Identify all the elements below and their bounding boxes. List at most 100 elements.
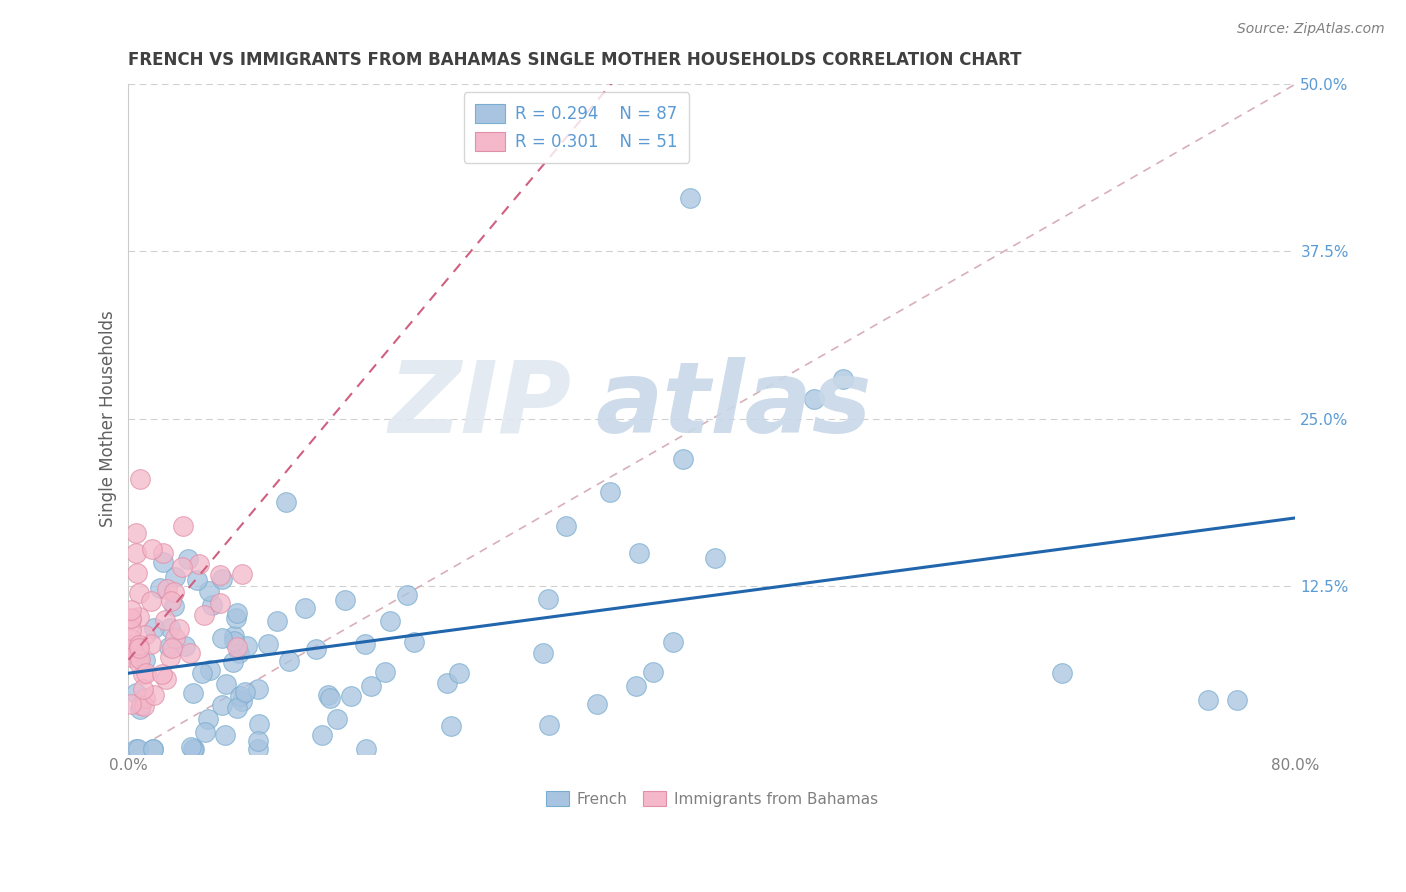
Point [141,541,163,556]
Point [181,742,204,756]
Point [155,673,177,687]
Point [152,545,174,559]
Point [159,594,181,608]
Point [139,637,162,651]
Point [143,688,166,702]
Point [326,712,349,726]
Point [402,634,425,648]
Point [152,555,174,569]
Point [225,606,247,620]
Point [316,688,339,702]
Point [165,632,187,646]
Point [129,472,152,486]
Point [247,742,270,756]
Point [127,742,149,756]
Point [191,665,214,680]
Point [1197,693,1219,707]
Point [256,637,278,651]
Point [129,652,152,666]
Point [153,613,176,627]
Point [354,637,377,651]
Point [127,566,149,580]
Point [1226,693,1249,707]
Point [235,639,257,653]
Text: Source: ZipAtlas.com: Source: ZipAtlas.com [1237,22,1385,37]
Point [131,667,153,681]
Point [599,485,621,500]
Point [128,586,150,600]
Point [157,640,180,655]
Point [120,612,142,626]
Point [120,649,142,664]
Point [128,656,150,670]
Point [266,614,288,628]
Point [120,603,142,617]
Point [181,686,204,700]
Point [311,728,333,742]
Point [194,725,217,739]
Point [131,698,153,713]
Point [208,596,231,610]
Point [134,690,156,705]
Point [229,689,252,703]
Point [149,582,172,596]
Point [211,572,233,586]
Point [531,646,554,660]
Point [172,560,194,574]
Point [159,649,181,664]
Point [177,552,200,566]
Point [436,675,458,690]
Point [247,681,270,696]
Point [378,614,401,628]
Point [150,667,173,681]
Point [179,646,201,660]
Point [360,679,382,693]
Point [555,519,578,533]
Point [662,635,685,649]
Point [165,570,187,584]
Point [340,690,363,704]
Point [193,608,215,623]
Point [246,733,269,747]
Text: ZIP: ZIP [389,357,572,454]
Point [156,582,179,596]
Point [198,583,221,598]
Point [201,598,224,612]
Point [172,519,194,533]
Point [628,546,651,560]
Point [120,632,142,647]
Point [440,719,463,733]
Point [188,557,211,571]
Point [222,633,245,648]
Point [333,593,356,607]
Point [228,646,250,660]
Y-axis label: Single Mother Households: Single Mother Households [100,310,117,527]
Point [318,691,340,706]
Point [447,666,470,681]
Point [163,599,186,614]
Legend: French, Immigrants from Bahamas: French, Immigrants from Bahamas [540,785,884,813]
Point [231,566,253,581]
Point [120,623,142,637]
Point [125,546,148,560]
Point [198,663,221,677]
Text: FRENCH VS IMMIGRANTS FROM BAHAMAS SINGLE MOTHER HOUSEHOLDS CORRELATION CHART: FRENCH VS IMMIGRANTS FROM BAHAMAS SINGLE… [128,51,1022,69]
Point [186,574,208,588]
Point [142,742,165,756]
Point [128,610,150,624]
Point [211,631,233,645]
Point [160,641,183,656]
Point [132,681,155,696]
Point [226,640,249,654]
Point [142,741,165,756]
Point [643,665,665,679]
Point [803,392,825,406]
Point [354,742,377,756]
Point [222,629,245,643]
Point [208,567,231,582]
Point [120,640,142,654]
Point [120,638,142,652]
Point [159,621,181,635]
Point [125,525,148,540]
Point [225,611,247,625]
